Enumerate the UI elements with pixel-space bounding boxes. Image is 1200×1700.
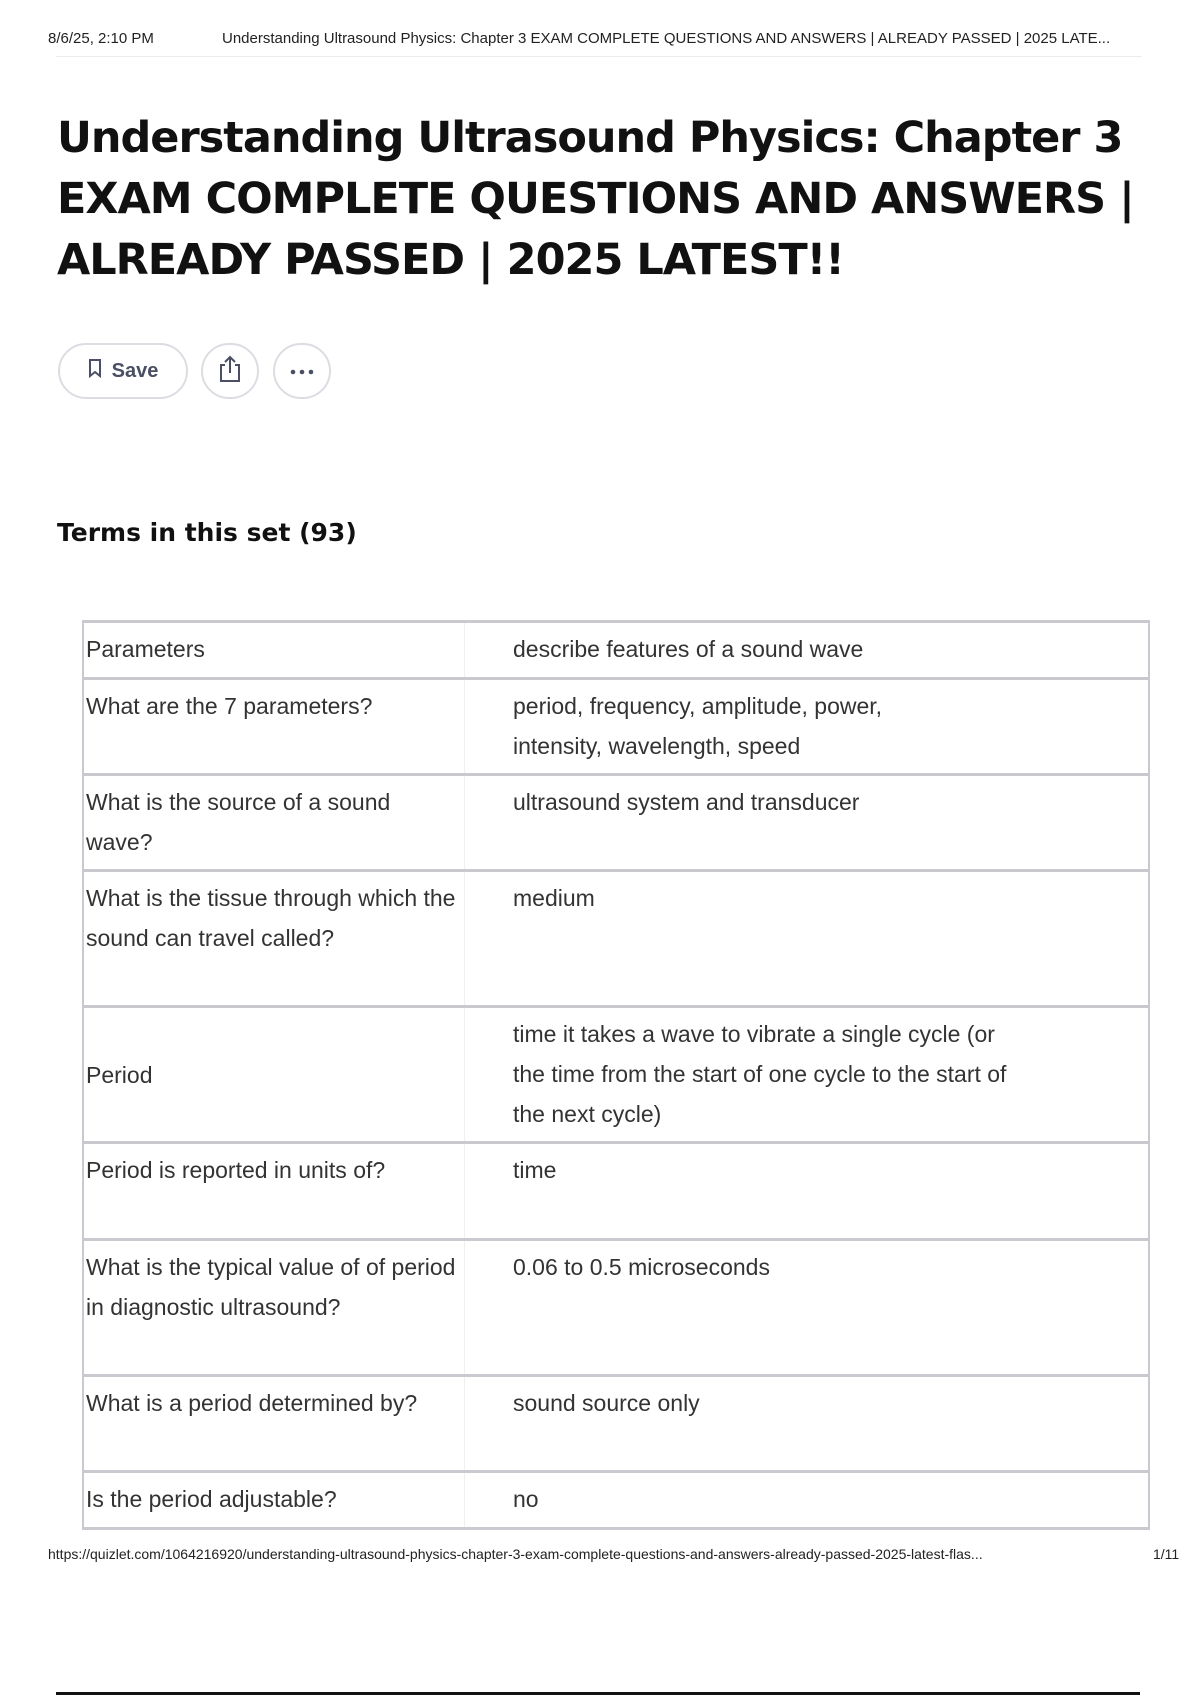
save-label: Save (111, 359, 159, 382)
term: Period (82, 1005, 465, 1144)
print-datetime: 8/6/25, 2:10 PM (48, 30, 154, 47)
definition: period, frequency, amplitude, power, int… (464, 677, 1150, 776)
term: What are the 7 parameters? (82, 677, 465, 776)
term: Period is reported in units of? (82, 1141, 465, 1241)
table-row: Parameters describe features of a sound w… (82, 620, 1150, 680)
page-number: 1/11 (1153, 1546, 1180, 1562)
terms-table: Parameters describe features of a sound w… (82, 620, 1150, 1530)
definition: 0.06 to 0.5 microseconds (464, 1238, 1150, 1377)
more-options-button[interactable] (273, 343, 331, 399)
page-divider (56, 1692, 1140, 1695)
table-row: What is the typical value of of period i… (82, 1238, 1150, 1377)
ellipsis-icon (289, 362, 315, 380)
term: What is the typical value of of period i… (82, 1238, 465, 1377)
definition: no (464, 1470, 1150, 1530)
definition: ultrasound system and transducer (464, 773, 1150, 872)
table-row: Period time it takes a wave to vibrate a … (82, 1005, 1150, 1144)
save-button[interactable]: Save (58, 343, 188, 399)
term: Is the period adjustable? (82, 1470, 465, 1530)
term: What is a period determined by? (82, 1374, 465, 1473)
definition: medium (464, 869, 1150, 1008)
terms-heading: Terms in this set (93) (57, 518, 357, 547)
table-row: What is a period determined by? sound sou… (82, 1374, 1150, 1473)
definition: describe features of a sound wave (464, 620, 1150, 680)
term: What is the source of a sound wave? (82, 773, 465, 872)
table-row: What is the source of a sound wave? ultra… (82, 773, 1150, 872)
page-title: Understanding Ultrasound Physics: Chapte… (57, 113, 1135, 285)
table-row: What is the tissue through which the sou… (82, 869, 1150, 1008)
table-row: Is the period adjustable? no (82, 1470, 1150, 1530)
share-icon (217, 354, 243, 389)
bookmark-icon (88, 358, 102, 384)
print-page-title: Understanding Ultrasound Physics: Chapte… (222, 30, 1111, 47)
definition: sound source only (464, 1374, 1150, 1473)
share-button[interactable] (201, 343, 259, 399)
header-divider (56, 56, 1142, 57)
term: Parameters (82, 620, 465, 680)
table-row: What are the 7 parameters? period, freque… (82, 677, 1150, 776)
term: What is the tissue through which the sou… (82, 869, 465, 1008)
definition: time it takes a wave to vibrate a single… (464, 1005, 1150, 1144)
table-row: Period is reported in units of? time (82, 1141, 1150, 1241)
definition: time (464, 1141, 1150, 1241)
print-url: https://quizlet.com/1064216920/understan… (48, 1546, 983, 1562)
